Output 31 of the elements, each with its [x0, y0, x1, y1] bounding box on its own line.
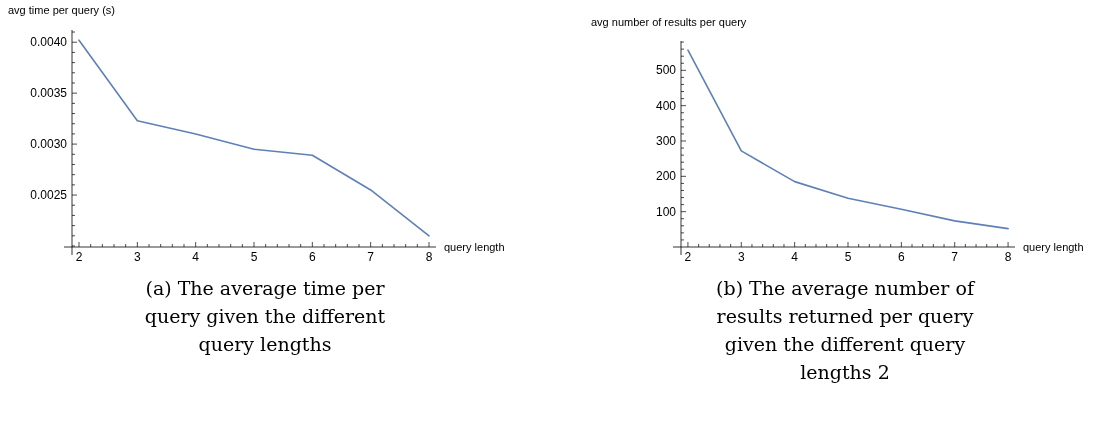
text: (a) The average time per query given the different query lengths — [143, 276, 387, 357]
y-tick-label: 400 — [655, 98, 677, 113]
y-axis-title: avg time per query (s) — [8, 4, 115, 16]
y-tick-label: 0.0030 — [30, 137, 68, 152]
x-tick-label: 2 — [684, 250, 692, 264]
y-tick-label: 0.0035 — [30, 86, 68, 101]
x-tick-label: 6 — [898, 250, 906, 264]
y-tick-label: 300 — [655, 134, 677, 148]
x-tick-label: 5 — [844, 250, 852, 264]
x-tick-label: 8 — [425, 250, 433, 264]
x-tick-label: 6 — [308, 250, 316, 264]
line-series — [78, 39, 430, 237]
x-tick-label: 7 — [367, 250, 375, 264]
text: (b) The average number of results returned per query given the different query lengths 2 — [715, 276, 975, 385]
x-tick-label: 7 — [951, 250, 959, 264]
y-tick-label: 500 — [655, 63, 677, 78]
x-tick-label: 3 — [737, 250, 745, 264]
x-tick-label: 8 — [1004, 250, 1012, 264]
y-tick-label: 100 — [655, 204, 677, 219]
y-axis-title: avg number of results per query — [591, 16, 747, 28]
x-tick-label: 3 — [133, 250, 141, 264]
x-tick-label: 4 — [791, 250, 799, 264]
y-tick-label: 200 — [655, 169, 677, 184]
x-axis-title: query length — [444, 241, 505, 253]
x-tick-label: 4 — [192, 250, 200, 264]
y-tick-label: 0.0040 — [30, 35, 68, 50]
x-tick-label: 5 — [250, 250, 258, 264]
x-tick-label: 2 — [75, 250, 83, 264]
x-axis-title: query length — [1023, 241, 1084, 253]
y-tick-label: 0.0025 — [30, 188, 68, 203]
line-series — [687, 49, 1009, 230]
